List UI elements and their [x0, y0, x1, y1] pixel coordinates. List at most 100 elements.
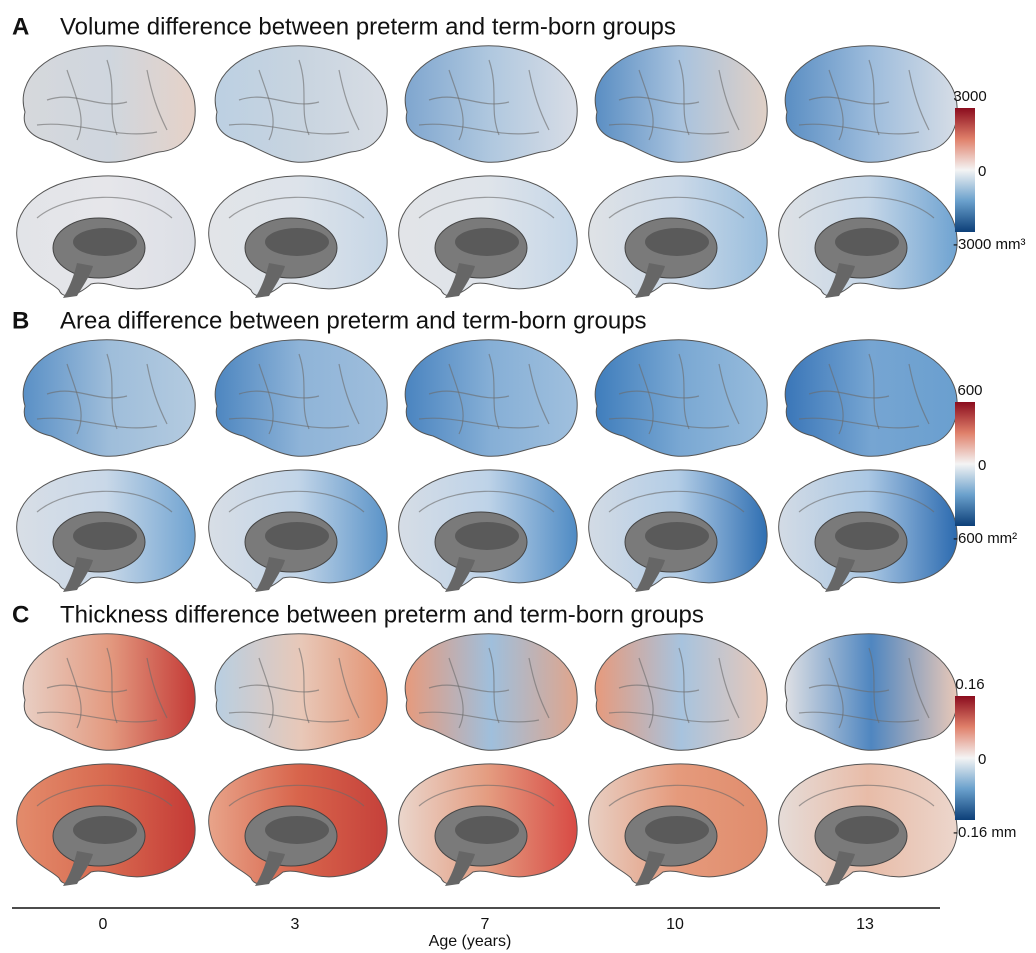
lateral-brain: [784, 339, 958, 457]
sulcus: [718, 69, 740, 131]
brainstem: [825, 263, 855, 298]
medial-brain: [588, 469, 768, 592]
brainstem: [255, 557, 285, 592]
sulcus: [808, 684, 890, 693]
corpus-callosum: [73, 816, 137, 844]
colorbar-min: -3000 mm³: [953, 236, 1026, 253]
sulcus: [338, 69, 360, 131]
sulcus: [908, 657, 930, 719]
colorbar: [955, 108, 975, 232]
brainstem: [63, 557, 93, 592]
corpus-callosum: [455, 816, 519, 844]
sulcus: [36, 417, 158, 429]
sulcus: [146, 363, 168, 425]
corpus-callosum: [73, 522, 137, 550]
corpus-callosum: [835, 816, 899, 844]
lateral-brain: [22, 633, 196, 751]
brainstem: [635, 557, 665, 592]
corpus-callosum: [645, 816, 709, 844]
sulcus: [36, 123, 158, 135]
sulcus: [258, 69, 274, 141]
sulcus: [298, 353, 310, 430]
brainstem: [445, 851, 475, 886]
sulcus: [228, 490, 365, 513]
sulcus: [528, 363, 550, 425]
sulcus: [608, 196, 745, 219]
x-tick-label: 13: [856, 916, 874, 933]
sulcus: [868, 353, 880, 430]
brainstem: [445, 557, 475, 592]
sulcus: [828, 69, 844, 141]
lateral-brain: [404, 339, 578, 457]
sulcus: [418, 417, 540, 429]
brainstem: [635, 851, 665, 886]
sulcus: [66, 69, 82, 141]
sulcus: [238, 684, 320, 693]
brainstem: [63, 851, 93, 886]
panel-letter: C: [12, 601, 29, 628]
sulcus: [448, 69, 464, 141]
corpus-callosum: [835, 228, 899, 256]
sulcus: [448, 363, 464, 435]
sulcus: [298, 647, 310, 724]
sulcus: [146, 657, 168, 719]
sulcus: [798, 123, 920, 135]
sulcus: [798, 784, 935, 807]
lateral-brain: [214, 633, 388, 751]
medial-brain: [588, 175, 768, 298]
colorbar-max: 3000: [953, 88, 986, 105]
sulcus: [228, 711, 350, 723]
sulcus: [608, 490, 745, 513]
sulcus: [718, 363, 740, 425]
lateral-brain: [594, 45, 768, 163]
sulcus: [418, 490, 555, 513]
sulcus: [798, 417, 920, 429]
sulcus: [618, 390, 700, 399]
sulcus: [798, 196, 935, 219]
sulcus: [228, 196, 365, 219]
sulcus: [828, 657, 844, 729]
sulcus: [146, 69, 168, 131]
medial-brain: [208, 175, 388, 298]
colorbar-mid: 0: [978, 163, 986, 180]
sulcus: [488, 59, 500, 136]
sulcus: [338, 657, 360, 719]
brainstem: [635, 263, 665, 298]
x-tick-label: 10: [666, 916, 684, 933]
sulcus: [608, 711, 730, 723]
x-tick-label: 3: [291, 916, 300, 933]
lateral-brain: [214, 45, 388, 163]
corpus-callosum: [455, 228, 519, 256]
lateral-brain: [404, 633, 578, 751]
medial-brain: [16, 763, 196, 886]
x-axis-label: Age (years): [429, 933, 512, 950]
sulcus: [228, 784, 365, 807]
sulcus: [428, 684, 510, 693]
sulcus: [66, 657, 82, 729]
sulcus: [618, 96, 700, 105]
sulcus: [228, 417, 350, 429]
sulcus: [528, 69, 550, 131]
lateral-brain: [22, 339, 196, 457]
corpus-callosum: [265, 522, 329, 550]
medial-brain: [208, 469, 388, 592]
sulcus: [238, 390, 320, 399]
brainstem: [255, 851, 285, 886]
brainstem: [825, 851, 855, 886]
corpus-callosum: [455, 522, 519, 550]
sulcus: [418, 196, 555, 219]
sulcus: [678, 59, 690, 136]
corpus-callosum: [265, 816, 329, 844]
sulcus: [808, 390, 890, 399]
medial-brain: [16, 469, 196, 592]
sulcus: [638, 69, 654, 141]
sulcus: [428, 96, 510, 105]
corpus-callosum: [73, 228, 137, 256]
sulcus: [36, 490, 173, 513]
sulcus: [908, 69, 930, 131]
sulcus: [528, 657, 550, 719]
sulcus: [808, 96, 890, 105]
medial-brain: [208, 763, 388, 886]
sulcus: [608, 123, 730, 135]
sulcus: [638, 657, 654, 729]
